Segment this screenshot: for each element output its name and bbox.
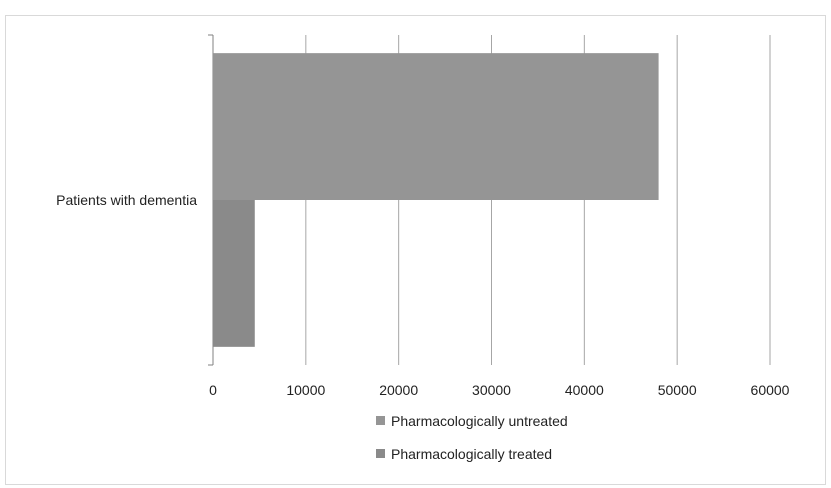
axes (208, 34, 214, 366)
legend: Pharmacologically untreated Pharmacologic… (376, 413, 568, 462)
x-tick-label: 40000 (565, 382, 604, 398)
bar-pharmacologically-treated (213, 200, 255, 347)
x-tick-label: 50000 (658, 382, 697, 398)
legend-swatch (376, 449, 385, 458)
bars (213, 53, 659, 347)
x-tick-label: 60000 (751, 382, 790, 398)
category-label: Patients with dementia (56, 192, 197, 208)
x-tick-label: 30000 (472, 382, 511, 398)
bar-pharmacologically-untreated (213, 53, 659, 201)
legend-swatch (376, 416, 385, 425)
category-labels: Patients with dementia (56, 192, 197, 208)
legend-label: Pharmacologically untreated (391, 413, 568, 429)
legend-label: Pharmacologically treated (391, 446, 552, 462)
x-tick-label: 0 (209, 382, 217, 398)
x-tick-labels: 0 10000 20000 30000 40000 50000 60000 (209, 382, 790, 398)
x-tick-label: 20000 (379, 382, 418, 398)
x-tick-label: 10000 (286, 382, 325, 398)
